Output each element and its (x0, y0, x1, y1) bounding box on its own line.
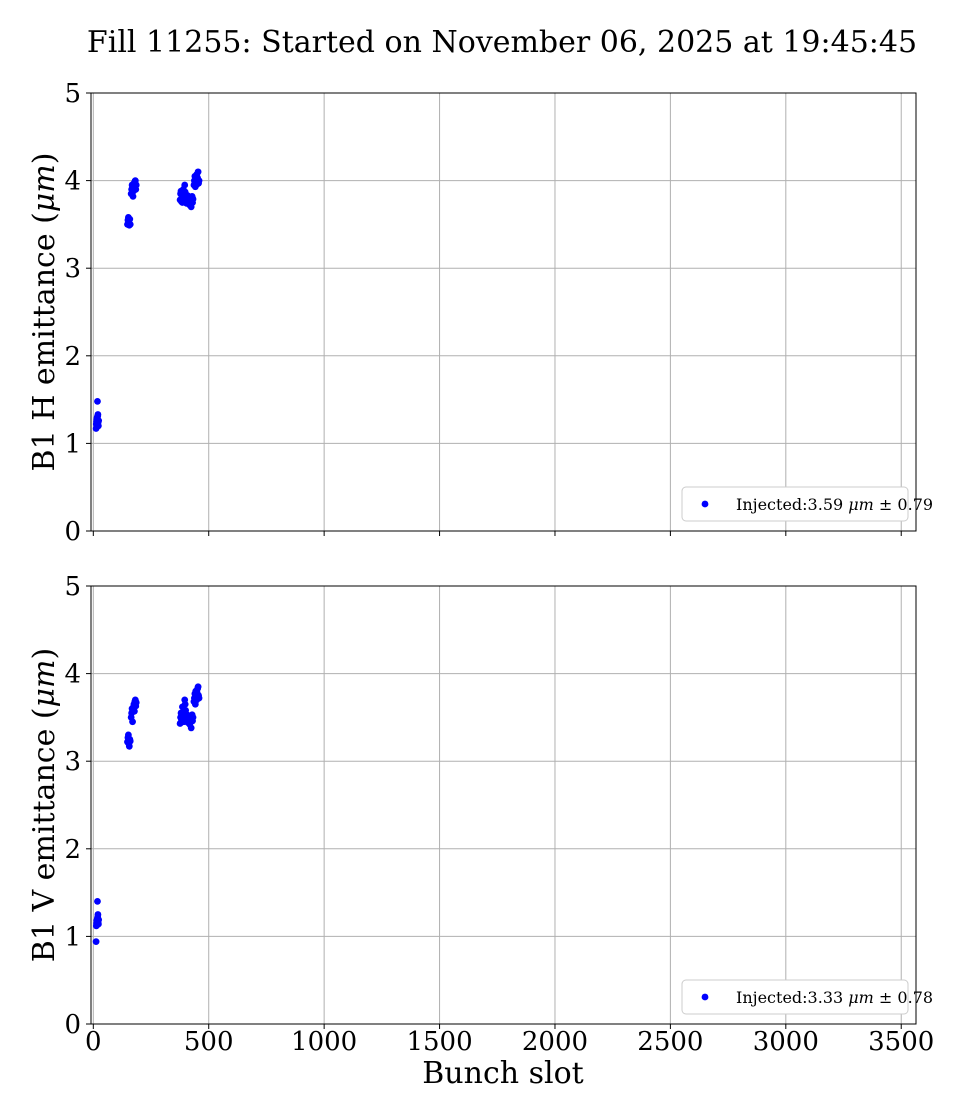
y-axis-label-suffix: ) (27, 153, 62, 165)
x-tick-label: 3000 (753, 1027, 819, 1057)
data-point (126, 737, 134, 745)
data-point (194, 168, 202, 176)
data-point (194, 683, 202, 691)
data-point (129, 718, 136, 726)
figure-title: Fill 11255: Started on November 06, 2025… (87, 25, 917, 60)
data-point (95, 916, 103, 924)
data-point (94, 411, 102, 418)
legend-label-prefix: Injected:3.33 (736, 988, 848, 1007)
x-tick-label: 0 (85, 1027, 102, 1057)
data-point (189, 195, 197, 203)
x-tick-label: 2000 (522, 1027, 588, 1057)
data-point (195, 177, 203, 185)
data-point (125, 742, 133, 750)
data-point (189, 714, 197, 721)
y-axis-label-unit: μm (27, 164, 62, 212)
legend-box (681, 486, 909, 522)
y-tick-label: 3 (64, 254, 81, 284)
y-tick-label: 4 (64, 167, 81, 197)
y-tick-label: 4 (64, 660, 81, 690)
data-point (132, 181, 140, 189)
y-axis-label: B1 H emittance (μm) (27, 153, 62, 472)
legend: Injected:3.33 μm ± 0.78 (681, 979, 933, 1015)
x-tick-label: 3500 (868, 1027, 934, 1057)
legend-marker (701, 993, 709, 1001)
x-axis-label: Bunch slot (422, 1056, 583, 1091)
axes-frame (90, 585, 917, 1025)
y-tick-label: 0 (64, 1010, 81, 1040)
y-tick-label: 2 (64, 835, 81, 865)
data-point (94, 422, 102, 430)
data-point (132, 699, 140, 706)
y-axis-label-prefix: B1 V emittance ( (27, 707, 62, 962)
x-tick-label: 2500 (637, 1027, 703, 1057)
legend-label-prefix: Injected:3.59 (736, 495, 848, 514)
x-tick-label: 500 (184, 1027, 234, 1057)
legend-label-suffix: ± 0.78 (874, 988, 933, 1007)
y-tick-label: 1 (64, 922, 81, 952)
x-tick-label: 1000 (291, 1027, 357, 1057)
y-axis-label: B1 V emittance (μm) (27, 648, 62, 962)
legend-label-unit: μm (848, 495, 874, 514)
y-tick-label: 5 (64, 79, 81, 109)
data-point (92, 938, 100, 946)
data-point (95, 417, 103, 425)
legend-marker (701, 500, 709, 508)
data-point (126, 215, 134, 223)
legend-label-suffix: ± 0.79 (874, 495, 933, 514)
x-tick-label: 1500 (406, 1027, 472, 1057)
data-point (94, 397, 101, 405)
data-point (126, 221, 134, 228)
data-point (129, 192, 137, 200)
legend-label-unit: μm (848, 988, 874, 1007)
axes-frame (90, 92, 917, 532)
legend: Injected:3.59 μm ± 0.79 (681, 486, 933, 522)
data-point (181, 700, 189, 708)
legend-label: Injected:3.33 μm ± 0.78 (736, 988, 933, 1007)
data-point (195, 694, 203, 702)
y-tick-label: 1 (64, 429, 81, 459)
legend-box (681, 979, 909, 1015)
y-tick-label: 3 (64, 747, 81, 777)
y-tick-label: 0 (64, 517, 81, 547)
data-point (187, 724, 195, 732)
y-axis-label-suffix: ) (27, 648, 62, 660)
y-axis-label-unit: μm (27, 659, 62, 707)
legend-label: Injected:3.59 μm ± 0.79 (736, 495, 933, 514)
y-axis-label-prefix: B1 H emittance ( (27, 212, 62, 471)
y-tick-label: 5 (64, 572, 81, 602)
data-point (130, 707, 138, 715)
data-point (94, 911, 102, 918)
data-point (181, 181, 189, 189)
v-emittance-panel: 0 500 1000 1500 2000 2500 3000 3500 0 1 2 3 4 5 B1 V e… (27, 572, 934, 1057)
data-point (94, 897, 101, 905)
y-tick-label: 2 (64, 342, 81, 372)
